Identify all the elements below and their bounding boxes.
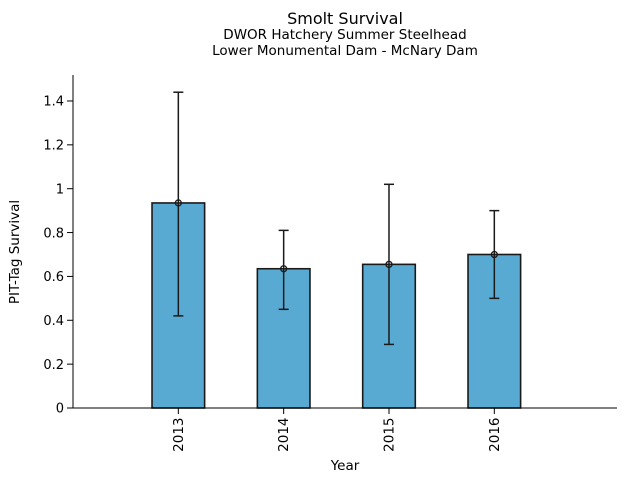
chart-subtitle-line2: Lower Monumental Dam - McNary Dam	[212, 43, 478, 59]
data-point-marker-2013	[174, 199, 182, 207]
y-tick-label-7: 1.4	[43, 95, 64, 110]
y-tick-label-6: 1.2	[43, 139, 64, 154]
data-point-marker-2016	[490, 250, 498, 259]
x-tick-label-2013: 2013	[171, 418, 187, 452]
x-tick-label-2015: 2015	[381, 418, 397, 452]
y-tick-label-4: 0.8	[43, 226, 64, 241]
chart-title: Smolt Survival	[287, 9, 403, 28]
x-tick-label-2016: 2016	[487, 418, 503, 452]
data-point-marker-2015	[385, 260, 393, 269]
y-tick-label-2: 0.4	[43, 314, 64, 329]
y-tick-label-1: 0.2	[43, 358, 64, 373]
chart-subtitle-line1: DWOR Hatchery Summer Steelhead	[223, 27, 467, 43]
data-point-marker-2014	[280, 265, 288, 273]
y-tick-label-3: 0.6	[43, 270, 64, 285]
x-tick-label-2014: 2014	[276, 418, 292, 452]
y-tick-label-0: 0	[56, 402, 64, 417]
y-tick-label-5: 1	[56, 182, 64, 197]
x-axis-label: Year	[330, 458, 360, 474]
